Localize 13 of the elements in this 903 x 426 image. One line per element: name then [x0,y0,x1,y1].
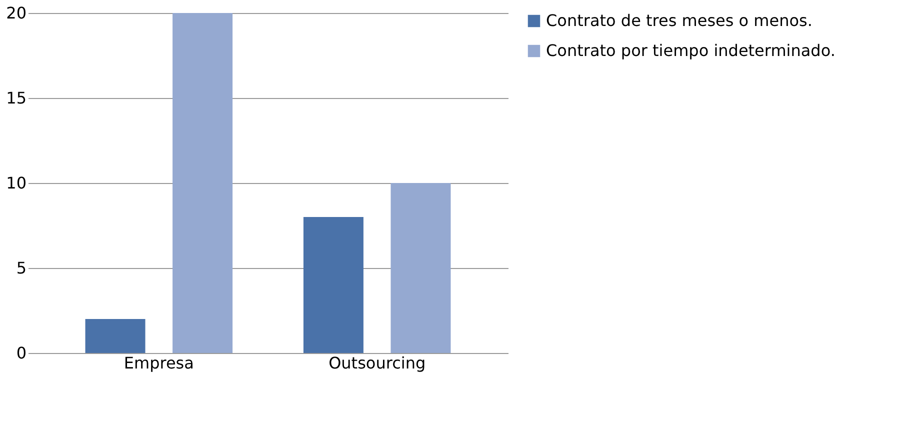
y-tick-label: 0 [16,344,26,362]
y-tick-label: 5 [16,258,26,278]
legend-label: Contrato de tres meses o menos. [546,11,812,30]
x-tick-label: Empresa [124,354,194,372]
legend-label: Contrato por tiempo indeterminado. [546,41,836,60]
bar [85,319,146,353]
x-tick-label: Outsourcing [328,354,426,372]
bar [303,217,364,353]
y-tick-label: 15 [6,88,26,108]
y-tick-label: 20 [6,4,26,22]
bar [172,13,233,353]
y-tick-label: 10 [6,174,26,192]
bar [390,183,451,353]
